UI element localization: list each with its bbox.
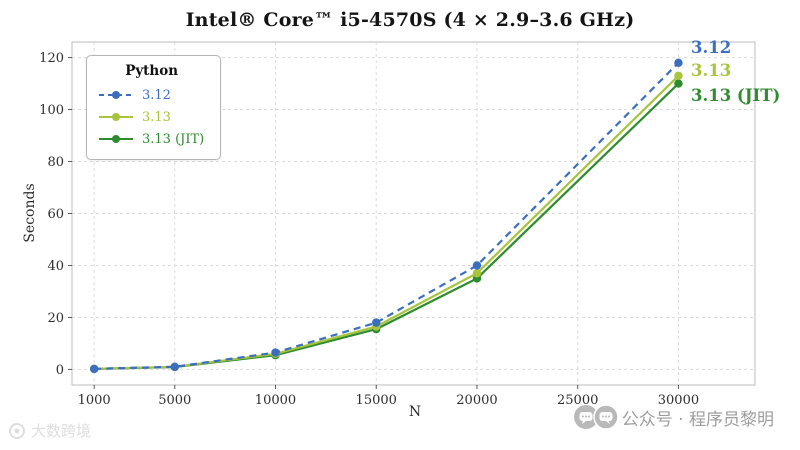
legend-line-sample <box>99 135 133 143</box>
legend-swatch-solid-darkgreen <box>99 132 133 146</box>
x-tick-label: 15000 <box>356 393 397 408</box>
x-tick-label: 20000 <box>456 393 497 408</box>
x-tick-label: 1000 <box>78 393 111 408</box>
y-tick-label: 100 <box>39 103 64 118</box>
wechat-watermark-text: 公众号 · 程序员黎明 <box>621 409 774 430</box>
legend-label: 3.12 <box>142 87 171 103</box>
chart-title: Intel® Core™ i5-4570S (4 × 2.9–3.6 GHz) <box>185 9 635 31</box>
x-tick-label: 30000 <box>658 393 699 408</box>
site-logo-icon <box>9 422 25 439</box>
legend-title: Python <box>125 63 179 79</box>
y-tick-label: 20 <box>47 311 64 326</box>
legend-line-sample <box>99 91 133 99</box>
legend-label: 3.13 (JIT) <box>142 131 205 147</box>
legend-item-312: 3.12 <box>99 84 204 106</box>
data-point-marker <box>674 79 683 88</box>
data-point-marker <box>472 261 482 270</box>
data-point-marker <box>271 348 280 357</box>
y-tick-label: 120 <box>39 51 64 66</box>
x-tick-label: 25000 <box>557 393 598 408</box>
tick-labels: 1000 5000 10000 15000 20000 25000 30000 0 20 40 60… <box>39 51 699 408</box>
series-end-label-313jit: 3.13 (JIT) <box>691 86 781 105</box>
data-point-marker <box>170 362 179 372</box>
legend-item-313jit: 3.13 (JIT) <box>99 128 204 150</box>
series-end-label-312: 3.12 <box>691 38 732 57</box>
data-point-marker <box>674 58 683 67</box>
wechat-icons <box>573 404 619 430</box>
series-line <box>94 74 680 370</box>
legend-label: 3.13 <box>142 109 171 125</box>
chat-bubble-icon <box>593 404 619 430</box>
y-tick-label: 0 <box>56 363 64 378</box>
y-tick-label: 40 <box>47 259 64 274</box>
legend-line-sample <box>99 113 133 121</box>
data-point-marker <box>89 364 99 374</box>
legend-item-313: 3.13 <box>99 106 204 128</box>
tick-marks <box>68 57 679 389</box>
legend: Python 3.12 3.13 3.13 (JIT) <box>86 55 222 160</box>
legend-swatch-solid-lightgreen <box>99 110 133 124</box>
site-watermark-text: 大数跨境 <box>31 422 92 440</box>
chat-bubble-icon <box>573 405 598 429</box>
y-tick-label: 80 <box>47 155 64 170</box>
y-tick-label: 60 <box>47 207 64 222</box>
x-axis-label: N <box>408 404 422 420</box>
series-line <box>94 62 680 370</box>
x-tick-label: 10000 <box>255 393 296 408</box>
wechat-watermark: 公众号 · 程序员黎明 <box>573 404 774 430</box>
data-point-marker <box>472 269 482 278</box>
series-end-label-313: 3.13 <box>691 61 732 80</box>
legend-swatch-dashed-blue <box>99 88 133 102</box>
data-point-marker <box>372 318 381 327</box>
data-point-marker <box>674 71 683 80</box>
site-watermark: 大数跨境 <box>8 420 91 441</box>
x-tick-label: 5000 <box>158 393 191 408</box>
